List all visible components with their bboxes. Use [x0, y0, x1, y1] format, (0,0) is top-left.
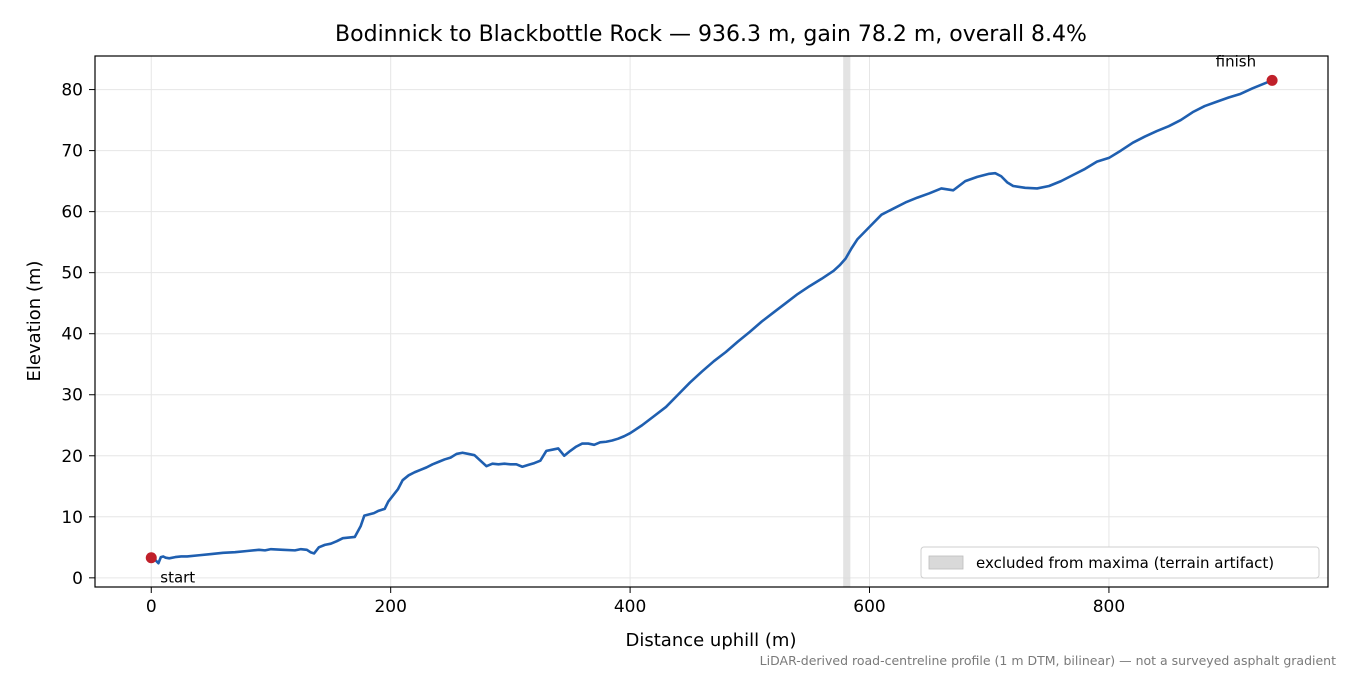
- x-axis-ticks: 0 200 400 600 800: [146, 587, 1125, 617]
- grid-lines: [95, 56, 1328, 587]
- plot-frame: [94, 55, 1329, 588]
- footnote: LiDAR-derived road-centreline profile (1…: [760, 653, 1336, 668]
- y-tick-label: 20: [61, 447, 83, 467]
- y-tick-label: 40: [61, 325, 83, 345]
- y-tick-label: 0: [72, 569, 83, 589]
- y-tick-label: 70: [61, 142, 83, 162]
- y-axis-ticks: 0 10 20 30 40 50 60 70 80: [61, 81, 95, 589]
- legend-label: excluded from maxima (terrain artifact): [976, 554, 1274, 572]
- legend-box: [920, 546, 1320, 579]
- y-tick-label: 10: [61, 508, 83, 528]
- legend-swatch: [928, 555, 964, 570]
- x-tick-label: 600: [853, 597, 885, 617]
- excluded-band: [843, 56, 851, 587]
- x-tick-label: 200: [374, 597, 406, 617]
- plot-area: start finish: [94, 52, 1329, 588]
- endpoint-markers: start finish: [145, 52, 1278, 587]
- marker-start: [145, 552, 157, 564]
- y-tick-label: 30: [61, 386, 83, 406]
- marker-label-start: start: [160, 569, 195, 587]
- x-axis-label: Distance uphill (m): [626, 630, 797, 651]
- y-tick-label: 80: [61, 81, 83, 101]
- chart-title: Bodinnick to Blackbottle Rock — 936.3 m,…: [335, 22, 1087, 47]
- legend: excluded from maxima (terrain artifact): [920, 546, 1320, 579]
- elevation-line: [149, 79, 1274, 565]
- x-tick-label: 800: [1093, 597, 1125, 617]
- marker-label-finish: finish: [1216, 52, 1256, 70]
- y-axis-label: Elevation (m): [24, 261, 45, 382]
- y-tick-label: 60: [61, 203, 83, 223]
- marker-finish: [1266, 74, 1278, 86]
- x-tick-label: 0: [146, 597, 157, 617]
- y-tick-label: 50: [61, 264, 83, 284]
- x-tick-label: 400: [614, 597, 646, 617]
